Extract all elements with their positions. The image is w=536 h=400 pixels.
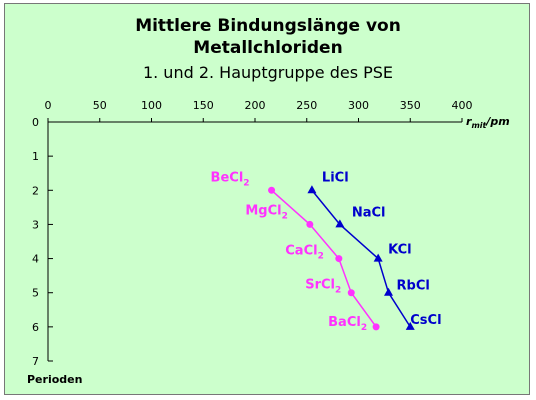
y-tick-label: 6 [32,321,39,334]
data-label-subscript: 2 [243,178,249,188]
data-label-text: KCl [388,243,412,258]
data-label-text: CsCl [410,313,441,328]
y-tick-label: 5 [32,287,39,300]
y-tick-label: 3 [32,218,39,231]
x-axis-label-sub: mit [471,121,487,130]
x-tick-label: 50 [93,99,107,112]
data-point-marker [335,255,343,263]
x-tick-label: 0 [45,99,52,112]
data-point-marker [373,253,383,262]
y-axis-ticks: 0 1 2 3 4 5 6 7 [32,116,53,368]
y-tick-label: 0 [32,116,39,129]
chart-title-line2: Metallchloriden [193,38,342,58]
data-point-marker [347,289,355,297]
data-label: CsCl [410,313,441,328]
x-axis-label-main: r [466,115,472,128]
data-label-text: BaCl [328,315,361,330]
data-label-text: SrCl [305,278,335,293]
data-label-text: NaCl [352,205,386,220]
data-point-marker [405,321,415,330]
x-axis-label: rmit/pm [466,115,510,130]
data-label-subscript: 2 [282,211,288,221]
x-tick-label: 150 [193,99,214,112]
x-tick-label: 350 [400,99,421,112]
data-label-text: MgCl [245,203,281,218]
data-label-subscript: 2 [335,286,341,296]
data-label-subscript: 2 [318,252,324,262]
data-label: CaCl2 [285,244,324,262]
x-tick-label: 400 [452,99,473,112]
data-label: LiCl [322,170,349,185]
data-point-marker [268,186,276,194]
data-point-marker [306,220,314,228]
data-point-marker [307,185,317,194]
data-label-text: LiCl [322,170,349,185]
x-tick-label: 200 [245,99,266,112]
data-label-text: RbCl [397,279,430,294]
y-tick-label: 2 [32,184,39,197]
data-point-marker [384,287,394,296]
x-tick-label: 300 [348,99,369,112]
x-axis-label-unit: /pm [484,115,509,128]
data-label: BaCl2 [328,315,367,333]
y-tick-label: 7 [32,355,39,368]
series-layer: LiClNaClKClRbClCsClBeCl2MgCl2CaCl2SrCl2B… [211,170,442,333]
chart-subtitle: 1. und 2. Hauptgruppe des PSE [143,63,393,82]
data-label: RbCl [397,279,430,294]
chart-frame [4,3,530,395]
x-tick-label: 100 [141,99,162,112]
data-label: SrCl2 [305,278,341,296]
data-point-marker [372,323,380,331]
data-label-text: CaCl [285,244,317,259]
data-point-marker [335,219,345,228]
x-axis-ticks: 0 50 100 150 200 250 300 350 400 [45,99,473,122]
data-label-text: BeCl [211,170,244,185]
data-label: NaCl [352,205,386,220]
series-1: LiCl NaCl KCl RbCl CsCl [307,170,442,330]
chart-title-line1: Mittlere Bindungslänge von [135,16,401,36]
data-label: KCl [388,243,412,258]
y-axis-label: Perioden [27,373,82,386]
data-label: BeCl2 [211,170,250,188]
x-tick-label: 250 [296,99,317,112]
data-label: MgCl2 [245,203,288,221]
data-label-subscript: 2 [361,323,367,333]
y-tick-label: 4 [32,253,39,266]
y-tick-label: 1 [32,150,39,163]
